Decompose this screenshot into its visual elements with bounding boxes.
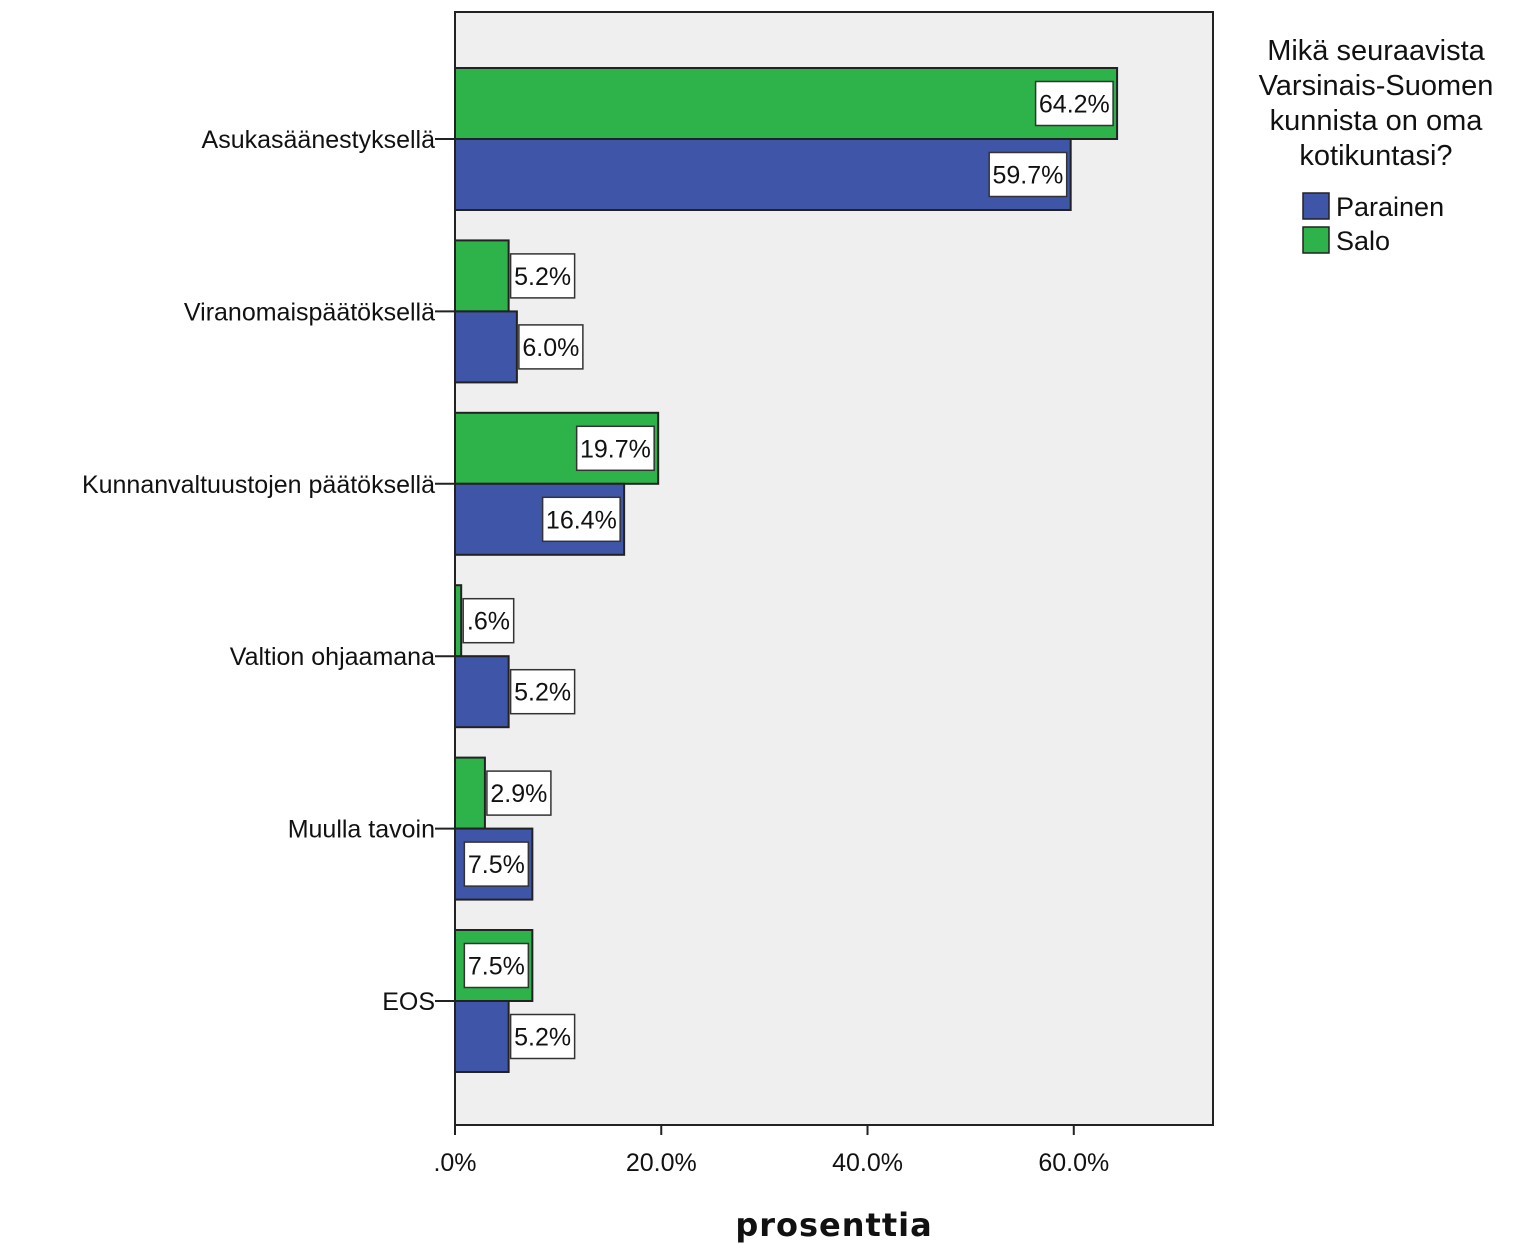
data-label-box <box>509 668 576 715</box>
legend-swatch <box>1302 226 1330 254</box>
legend-swatch <box>1302 192 1330 220</box>
legend-label: Parainen <box>1336 192 1444 222</box>
value-axis: .0% 20.0% 40.0% 60.0% <box>433 1125 1109 1177</box>
legend: Mikä seuraavistaVarsinais-Suomenkunnista… <box>1259 35 1494 256</box>
category-label: Viranomaispäätöksellä <box>184 298 435 326</box>
data-label-box <box>462 597 515 644</box>
data-label: 5.2% <box>514 1024 571 1052</box>
data-label: 7.5% <box>468 953 525 981</box>
data-label-box <box>509 1013 576 1060</box>
bar-salo <box>454 67 1119 140</box>
data-label-box <box>509 253 576 299</box>
data-label: 5.2% <box>514 679 571 707</box>
bar-parainen <box>454 1000 510 1073</box>
data-label: .6% <box>467 608 510 636</box>
data-label-box <box>575 425 655 472</box>
data-label-box <box>463 942 530 989</box>
bar-parainen <box>454 655 510 729</box>
bar-salo <box>454 584 463 658</box>
legend-title-line: Mikä seuraavista <box>1267 35 1485 67</box>
data-label: 19.7% <box>580 435 651 463</box>
bars-layer <box>454 67 1119 1073</box>
category-label: Muulla tavoin <box>288 816 435 844</box>
x-axis-title: prosenttia <box>735 1206 932 1243</box>
legend-label: Salo <box>1336 226 1390 256</box>
legend-title-line: kotikuntasi? <box>1299 140 1452 172</box>
x-tick-label: 20.0% <box>626 1149 697 1177</box>
legend-title-line: kunnista on oma <box>1270 105 1484 137</box>
bar-parainen <box>454 310 518 384</box>
x-tick-label: 60.0% <box>1038 1149 1109 1177</box>
data-label: 7.5% <box>468 851 525 879</box>
data-label-box <box>988 151 1068 198</box>
data-label-box <box>463 841 530 887</box>
category-label: Kunnanvaltuustojen päätöksellä <box>82 471 435 499</box>
data-label: 16.4% <box>546 506 617 534</box>
category-label: Asukasäänestyksellä <box>202 126 436 154</box>
data-label: 5.2% <box>514 263 571 291</box>
data-label-box <box>541 496 621 543</box>
bar-parainen <box>454 138 1072 211</box>
data-label-box <box>486 770 552 816</box>
category-label: EOS <box>382 988 435 1016</box>
category-label: Valtion ohjaamana <box>230 643 435 671</box>
legend-title-line: Varsinais-Suomen <box>1259 70 1494 102</box>
bar-salo <box>454 756 486 830</box>
bar-salo <box>454 239 510 313</box>
x-tick-label: .0% <box>433 1149 476 1177</box>
data-label: 6.0% <box>522 334 579 362</box>
data-label: 59.7% <box>992 162 1063 190</box>
data-label-box <box>1034 80 1114 127</box>
x-tick-label: 40.0% <box>832 1149 903 1177</box>
category-axis: Asukasäänestyksellä Viranomaispäätöksellä… <box>82 126 455 1016</box>
data-label: 64.2% <box>1039 91 1110 119</box>
data-label-box <box>518 324 584 370</box>
data-label: 2.9% <box>490 780 547 808</box>
data-labels-layer: 64.2% 59.7% 5.2% 6.0% 19.7% 16.4% .6% 5.2% 2.9% 7… <box>462 80 1114 1060</box>
